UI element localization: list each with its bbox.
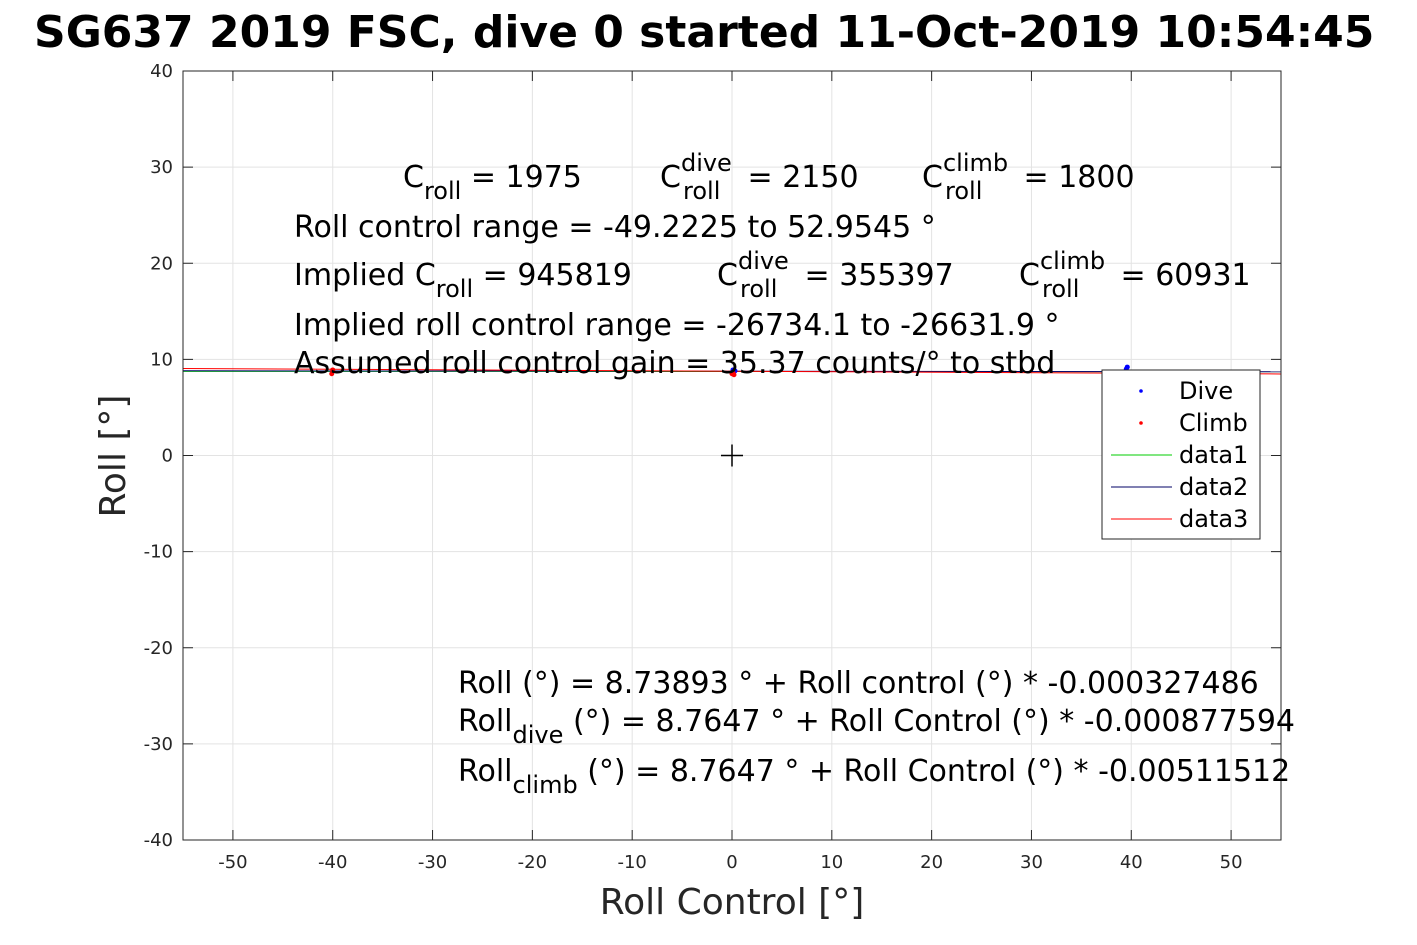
legend-label-data2: data2	[1179, 473, 1248, 501]
x-tick-label: 30	[1020, 852, 1043, 873]
legend-label-data3: data3	[1179, 505, 1248, 533]
x-tick-label: 20	[920, 852, 943, 873]
x-tick-label: 0	[726, 852, 737, 873]
annotation-roll-control-range: Roll control range = -49.2225 to 52.9545…	[294, 210, 936, 245]
annotation-c-roll: Croll = 1975	[403, 160, 582, 205]
implied-c-roll-climb-base: C	[1019, 258, 1040, 293]
c-roll-dive-value: = 2150	[738, 160, 859, 195]
annotation-c-roll-climb: Cclimb roll = 1800	[922, 149, 1135, 205]
x-tick-label: 10	[820, 852, 843, 873]
y-axis-ticks: -40 -30 -20 -10 0 10 20 30 40	[144, 61, 1281, 851]
implied-c-roll-dive-sub: roll	[740, 275, 777, 303]
implied-c-roll-dive-sup: dive	[738, 247, 789, 275]
legend-swatch-dive	[1139, 389, 1143, 393]
x-tick-label: 40	[1120, 852, 1143, 873]
implied-c-roll-sub: roll	[436, 275, 473, 303]
annotation-implied-c-roll: Implied Croll = 945819	[294, 258, 632, 303]
c-roll-dive-sub: roll	[683, 177, 720, 205]
y-tick-label: -40	[144, 830, 173, 851]
c-roll-dive-sup: dive	[681, 149, 732, 177]
data-point-climb	[329, 371, 335, 377]
legend: Dive Climb data1 data2 data3	[1101, 369, 1261, 540]
data-point-climb	[330, 367, 336, 373]
c-roll-value: = 1975	[461, 160, 582, 195]
fit-climb-rest: (°) = 8.7647 ° + Roll Control (°) * -0.0…	[578, 754, 1291, 789]
legend-swatch-climb	[1139, 421, 1143, 425]
origin-marker	[721, 444, 743, 467]
annotation-c-roll-dive: Cdive roll = 2150	[660, 149, 859, 205]
data-point-dive	[1124, 364, 1130, 370]
c-roll-climb-base: C	[922, 160, 943, 195]
x-axis-label: Roll Control [°]	[600, 882, 865, 923]
x-tick-label: -20	[518, 852, 547, 873]
legend-label-climb: Climb	[1179, 409, 1248, 437]
data-point-climb	[729, 371, 735, 377]
y-tick-label: 40	[150, 61, 173, 82]
fit-dive-rest: (°) = 8.7647 ° + Roll Control (°) * -0.0…	[563, 704, 1295, 739]
implied-c-roll-prefix: Implied C	[294, 258, 436, 293]
fit-climb-sub: climb	[513, 771, 578, 799]
legend-items: Dive Climb data1 data2 data3	[1111, 377, 1248, 533]
y-tick-label: 30	[150, 157, 173, 178]
x-tick-label: -50	[218, 852, 247, 873]
annotation-assumed-gain: Assumed roll control gain = 35.37 counts…	[294, 346, 1055, 381]
y-axis-label: Roll [°]	[93, 395, 134, 518]
y-tick-label: 10	[150, 349, 173, 370]
legend-label-data1: data1	[1179, 441, 1248, 469]
x-tick-label: -40	[318, 852, 347, 873]
c-roll-dive-base: C	[660, 160, 681, 195]
annotation-implied-c-roll-dive: Cdive roll = 355397	[717, 247, 954, 303]
implied-c-roll-climb-sub: roll	[1042, 275, 1079, 303]
plot-border	[182, 70, 1282, 841]
y-tick-label: 0	[162, 446, 173, 467]
y-tick-label: 20	[150, 253, 173, 274]
y-tick-label: -10	[144, 542, 173, 563]
fit-dive-base: Roll	[458, 704, 513, 739]
implied-c-roll-dive-base: C	[717, 258, 738, 293]
y-tick-label: -30	[144, 734, 173, 755]
c-roll-climb-sub: roll	[945, 177, 982, 205]
annotation-fit-all: Roll (°) = 8.73893 ° + Roll control (°) …	[458, 666, 1259, 701]
annotation-implied-c-roll-climb: Cclimb roll = 60931	[1019, 247, 1251, 303]
y-tick-label: -20	[144, 638, 173, 659]
chart-title: SG637 2019 FSC, dive 0 started 11-Oct-20…	[34, 7, 1374, 58]
implied-c-roll-value: = 945819	[473, 258, 632, 293]
c-roll-sub: roll	[424, 177, 461, 205]
x-tick-label: 50	[1220, 852, 1243, 873]
legend-label-dive: Dive	[1179, 377, 1233, 405]
implied-c-roll-climb-value: = 60931	[1111, 258, 1251, 293]
x-axis-ticks: -50 -40 -30 -20 -10 0 10 20 30 40 50	[218, 71, 1243, 873]
fit-climb-base: Roll	[458, 754, 513, 789]
x-tick-label: -30	[418, 852, 447, 873]
annotation-fit-dive: Rolldive (°) = 8.7647 ° + Roll Control (…	[458, 704, 1295, 749]
implied-c-roll-climb-sup: climb	[1040, 247, 1105, 275]
c-roll-climb-sup: climb	[943, 149, 1008, 177]
fit-dive-sub: dive	[513, 721, 564, 749]
c-roll-base: C	[403, 160, 424, 195]
c-roll-climb-value: = 1800	[1014, 160, 1135, 195]
annotation-implied-roll-control-range: Implied roll control range = -26734.1 to…	[294, 308, 1060, 343]
x-tick-label: -10	[617, 852, 646, 873]
annotation-fit-climb: Rollclimb (°) = 8.7647 ° + Roll Control …	[458, 754, 1290, 799]
implied-c-roll-dive-value: = 355397	[795, 258, 954, 293]
